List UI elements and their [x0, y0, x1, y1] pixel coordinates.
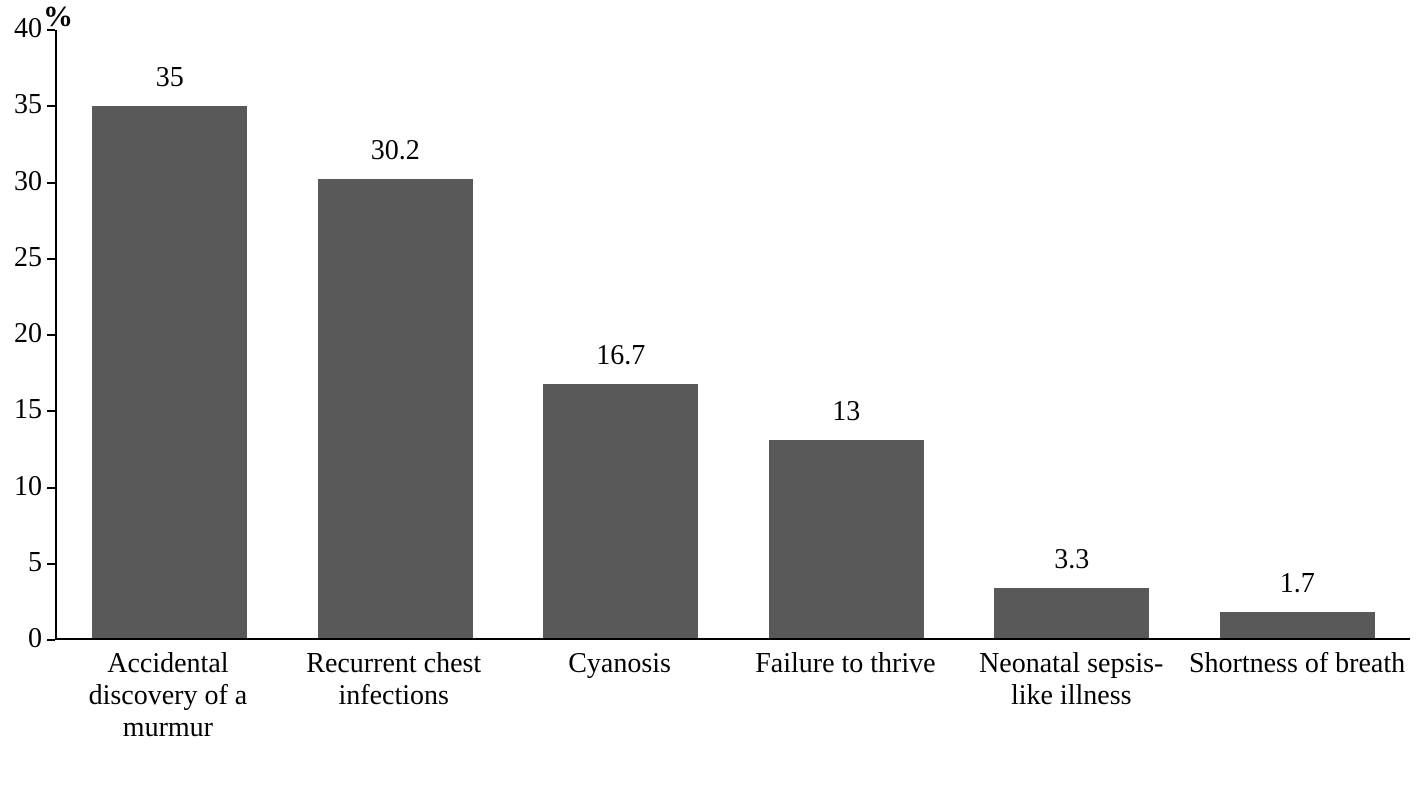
y-tick-label: 20	[2, 318, 42, 350]
bar-slot: 13	[736, 28, 956, 638]
y-tick-mark	[47, 334, 55, 336]
bar-value-label: 30.2	[295, 135, 495, 167]
bar-value-label: 16.7	[521, 340, 721, 372]
category-label: Cyanosis	[510, 648, 730, 788]
category-label: Recurrent chest infections	[284, 648, 504, 788]
bar-value-label: 35	[70, 62, 270, 94]
bar-chart: % 3530.216.7133.31.7 0510152025303540 Ac…	[0, 0, 1418, 793]
y-tick-label: 5	[2, 547, 42, 579]
y-tick-mark	[47, 487, 55, 489]
category-label: Failure to thrive	[735, 648, 955, 788]
category-label: Shortness of breath	[1187, 648, 1407, 788]
y-tick-mark	[47, 563, 55, 565]
y-tick-mark	[47, 410, 55, 412]
bars-container: 35 30.2 16.7 13 3.3 1.7	[57, 28, 1410, 638]
bar-value-label: 1.7	[1197, 568, 1397, 600]
y-tick-mark	[47, 29, 55, 31]
category-label: Accidental discovery of a murmur	[58, 648, 278, 788]
bar-value-label: 13	[746, 396, 946, 428]
bar	[543, 384, 698, 638]
bar-slot: 30.2	[285, 28, 505, 638]
y-tick-label: 10	[2, 471, 42, 503]
bar-slot: 35	[60, 28, 280, 638]
bar	[769, 440, 924, 638]
category-label: Neonatal sepsis-like illness	[961, 648, 1181, 788]
y-tick-mark	[47, 639, 55, 641]
y-tick-label: 35	[2, 89, 42, 121]
bar	[92, 106, 247, 638]
y-tick-mark	[47, 182, 55, 184]
bar-value-label: 3.3	[972, 544, 1172, 576]
y-tick-mark	[47, 258, 55, 260]
y-tick-mark	[47, 105, 55, 107]
bar	[318, 179, 473, 638]
y-tick-label: 40	[2, 13, 42, 45]
bar	[994, 588, 1149, 638]
bar	[1220, 612, 1375, 638]
y-tick-label: 30	[2, 166, 42, 198]
y-tick-label: 15	[2, 394, 42, 426]
y-tick-label: 0	[2, 623, 42, 655]
y-tick-label: 25	[2, 242, 42, 274]
category-labels: Accidental discovery of a murmurRecurren…	[55, 648, 1410, 788]
bar-slot: 1.7	[1187, 28, 1407, 638]
bar-slot: 16.7	[511, 28, 731, 638]
plot-area: 35 30.2 16.7 13 3.3 1.7	[55, 30, 1410, 640]
bar-slot: 3.3	[962, 28, 1182, 638]
